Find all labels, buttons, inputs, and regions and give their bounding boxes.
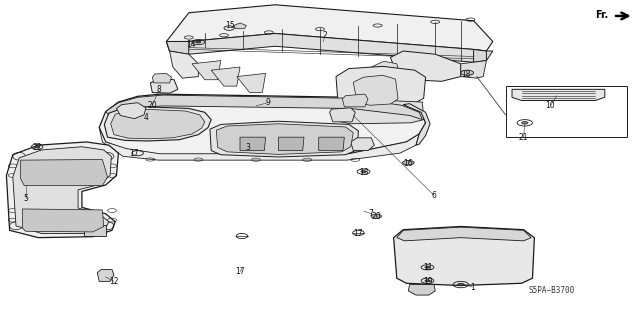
Text: 13: 13 [358,168,369,177]
Text: 7: 7 [369,209,374,218]
Ellipse shape [361,171,366,173]
Text: 9: 9 [265,98,270,107]
Ellipse shape [458,283,464,286]
Polygon shape [408,285,435,295]
Polygon shape [351,138,374,151]
Polygon shape [512,89,605,100]
Ellipse shape [403,160,414,165]
Polygon shape [474,49,486,62]
Text: 17: 17 [129,149,140,158]
Polygon shape [355,81,390,97]
Polygon shape [99,94,426,155]
Polygon shape [152,73,172,83]
Text: 20: 20 [147,101,157,110]
Polygon shape [116,103,146,119]
Polygon shape [22,209,104,232]
Text: 16: 16 [403,159,413,168]
Polygon shape [106,95,422,120]
Text: 19: 19 [422,277,433,286]
Polygon shape [394,226,534,286]
Text: S5PA−B3700: S5PA−B3700 [529,286,575,295]
Polygon shape [397,227,531,241]
Text: Fr.: Fr. [595,10,608,20]
Polygon shape [166,33,493,62]
Polygon shape [150,78,178,93]
Text: 3: 3 [246,143,251,152]
Text: 6: 6 [431,191,436,200]
Polygon shape [211,67,240,86]
Ellipse shape [35,146,40,148]
Polygon shape [403,104,430,145]
Polygon shape [111,109,205,139]
Ellipse shape [522,122,528,124]
Polygon shape [6,142,118,238]
Polygon shape [336,66,426,108]
Text: 20: 20 [371,212,381,221]
Ellipse shape [461,70,474,75]
Text: 8: 8 [156,85,161,94]
Ellipse shape [425,266,430,268]
Ellipse shape [154,88,163,92]
Text: 21: 21 [519,133,528,142]
Ellipse shape [358,144,369,148]
Polygon shape [390,51,461,81]
Polygon shape [99,128,419,160]
Ellipse shape [371,214,381,219]
Text: 12: 12 [109,277,118,286]
Ellipse shape [425,280,430,282]
Polygon shape [97,270,114,281]
Polygon shape [216,124,353,154]
Polygon shape [338,99,424,124]
Polygon shape [192,61,221,80]
Polygon shape [210,121,358,157]
Polygon shape [13,147,111,234]
Polygon shape [104,107,211,141]
Text: 2: 2 [323,31,328,40]
Polygon shape [170,51,198,78]
Text: 4: 4 [143,113,148,122]
Polygon shape [353,75,398,105]
Polygon shape [20,160,108,186]
Polygon shape [240,137,266,151]
Text: 22: 22 [33,143,42,152]
Text: 1: 1 [470,283,475,292]
Polygon shape [342,94,368,107]
Polygon shape [166,5,493,51]
Text: 15: 15 [225,21,236,30]
Text: 17: 17 [235,267,245,276]
Polygon shape [371,61,400,80]
Polygon shape [461,61,486,78]
Polygon shape [234,23,246,29]
Ellipse shape [196,41,201,43]
Text: 17: 17 [353,229,364,238]
Polygon shape [319,137,344,151]
Text: 11: 11 [423,263,432,272]
Text: 14: 14 [186,40,196,48]
Polygon shape [84,225,106,236]
Polygon shape [330,108,355,122]
Polygon shape [237,73,266,93]
Polygon shape [278,137,304,151]
Text: 5: 5 [23,194,28,203]
Text: 18: 18 [461,70,470,78]
Text: 10: 10 [545,101,556,110]
Polygon shape [166,41,189,54]
